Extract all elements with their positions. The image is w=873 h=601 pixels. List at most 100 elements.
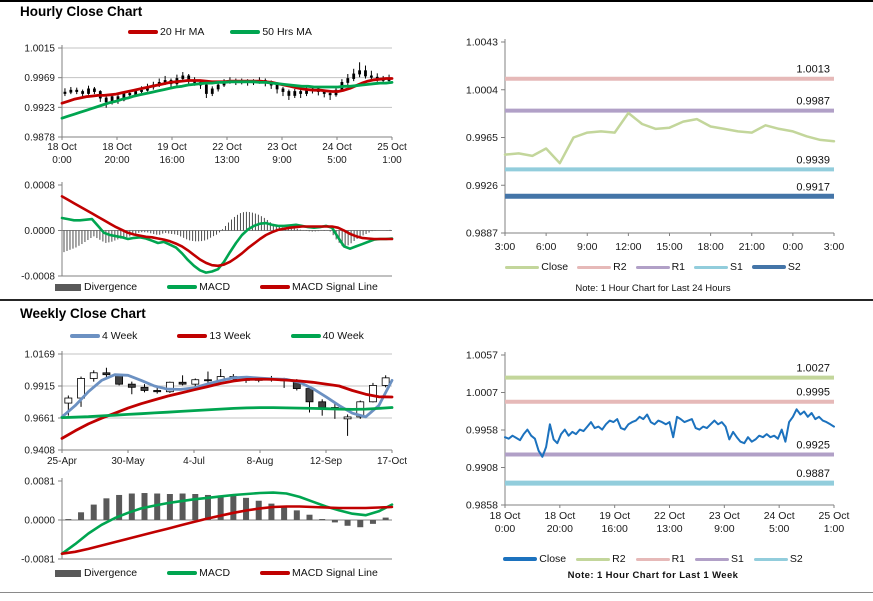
candle-body: [102, 372, 111, 376]
divergence-bar: [128, 493, 135, 520]
r1-swatch: [635, 557, 670, 561]
x-tick-label: 25-Apr: [47, 456, 78, 467]
weekly-macd-legend: Divergence MACD MACD Signal Line: [55, 567, 378, 579]
legend-item-close: Close: [503, 553, 566, 565]
divergence-bar: [154, 493, 161, 520]
candle-body: [343, 416, 352, 420]
macd-line: [60, 216, 394, 274]
x-tick-label: 9:00: [272, 155, 292, 166]
candle-body: [165, 381, 174, 393]
candle-body: [127, 383, 136, 388]
x-tick-label: 24 Oct: [764, 510, 795, 522]
divergence-bar: [382, 517, 389, 520]
divergence-bar: [192, 494, 199, 520]
candle-body: [293, 91, 297, 96]
legend-item-s1: S1: [695, 553, 744, 565]
macd-signal-swatch: [260, 285, 291, 289]
legend-label: MACD Signal Line: [292, 567, 378, 579]
candle-body: [287, 91, 291, 96]
series-line-40-week: [60, 406, 394, 419]
legend-label: Divergence: [84, 567, 138, 579]
candle-body: [352, 73, 356, 79]
r2-swatch: [576, 557, 611, 561]
divergence-bar: [255, 500, 262, 520]
x-tick-label: 6:00: [536, 241, 557, 253]
weekly-section-title: Weekly Close Chart: [20, 306, 146, 321]
divergence-bar: [78, 512, 85, 520]
legend-item-close: Close: [505, 261, 568, 273]
divergence-bar: [217, 495, 224, 520]
candle-body: [381, 377, 390, 386]
x-tick-label: 0:00: [783, 241, 804, 253]
candle-body: [69, 89, 73, 93]
candle-body: [181, 75, 185, 79]
candle-body: [358, 70, 361, 75]
legend-item-divergence: Divergence: [55, 567, 137, 579]
candle-body: [204, 379, 212, 382]
legend-label: R2: [613, 261, 627, 273]
y-tick-label: 0.9969: [24, 73, 55, 84]
candle-body: [328, 93, 332, 96]
4week-swatch: [70, 334, 100, 338]
candle-body: [210, 88, 214, 94]
hourly-macd-legend: Divergence MACD MACD Signal Line: [55, 281, 378, 293]
y-tick-label: 1.0007: [466, 387, 498, 399]
candle-body: [93, 88, 96, 92]
legend-item-r1: R1: [635, 261, 685, 273]
candle-body: [81, 91, 85, 94]
legend-item-divergence: Divergence: [55, 281, 137, 293]
divergence-bar: [319, 519, 326, 521]
legend-label: 4 Week: [102, 330, 138, 342]
legend-item-macd: MACD: [167, 281, 230, 293]
divergence-bar: [204, 494, 211, 520]
divergence-bar: [306, 514, 313, 520]
legend-label: S1: [731, 553, 744, 565]
divergence-bar: [230, 495, 237, 520]
divergence-bar: [179, 493, 186, 520]
y-tick-label: 0.0000: [24, 226, 55, 237]
legend-label: MACD: [199, 567, 231, 579]
x-tick-label: 21:00: [739, 241, 765, 253]
legend-label: 50 Hrs MA: [262, 26, 312, 38]
divergence-bar: [369, 520, 376, 524]
x-tick-label: 18 Oct: [102, 142, 132, 153]
x-tick-label: 22 Oct: [654, 510, 685, 522]
candle-body: [104, 97, 108, 103]
series-line-13-week: [60, 377, 394, 440]
divergence-bar: [268, 503, 275, 520]
candle-body: [369, 385, 377, 403]
level-label-r1: 0.9995: [796, 387, 830, 399]
candle-body: [281, 88, 285, 92]
y-tick-label: 0.9408: [24, 446, 55, 457]
x-tick-label: 17-Oct: [377, 456, 407, 467]
top-rule: [0, 0, 873, 2]
candle-body: [140, 386, 149, 391]
divergence-bar: [65, 519, 72, 521]
x-tick-label: 3:00: [824, 241, 845, 253]
y-tick-label: 1.0004: [466, 84, 498, 96]
r1-swatch: [635, 265, 670, 269]
divergence-bar: [331, 520, 338, 523]
section-divider: [0, 299, 873, 301]
legend-label: S2: [787, 261, 801, 273]
level-label-r2: 1.0027: [796, 363, 830, 375]
level-label-s1: 0.9939: [796, 154, 830, 166]
legend-item-50hr-ma: 50 Hrs MA: [230, 26, 312, 38]
legend-label: Close: [539, 553, 567, 565]
close-line: [503, 111, 836, 165]
x-tick-label: 23 Oct: [267, 142, 297, 153]
candle-body: [128, 93, 132, 96]
macd-signal-line: [60, 505, 394, 555]
close-line: [504, 408, 835, 458]
x-tick-label: 9:00: [714, 523, 735, 535]
weekly-macd-chart: 0.0081 0.0000 -0.0081: [21, 477, 394, 566]
divergence-bar: [243, 497, 250, 520]
candle-body: [204, 84, 208, 94]
macd-swatch: [167, 571, 198, 575]
x-tick-label: 0:00: [52, 155, 72, 166]
x-tick-label: 3:00: [495, 241, 516, 253]
hourly-ma-legend: 20 Hr MA 50 Hrs MA: [128, 26, 312, 38]
legend-item-r1: R1: [635, 553, 685, 565]
